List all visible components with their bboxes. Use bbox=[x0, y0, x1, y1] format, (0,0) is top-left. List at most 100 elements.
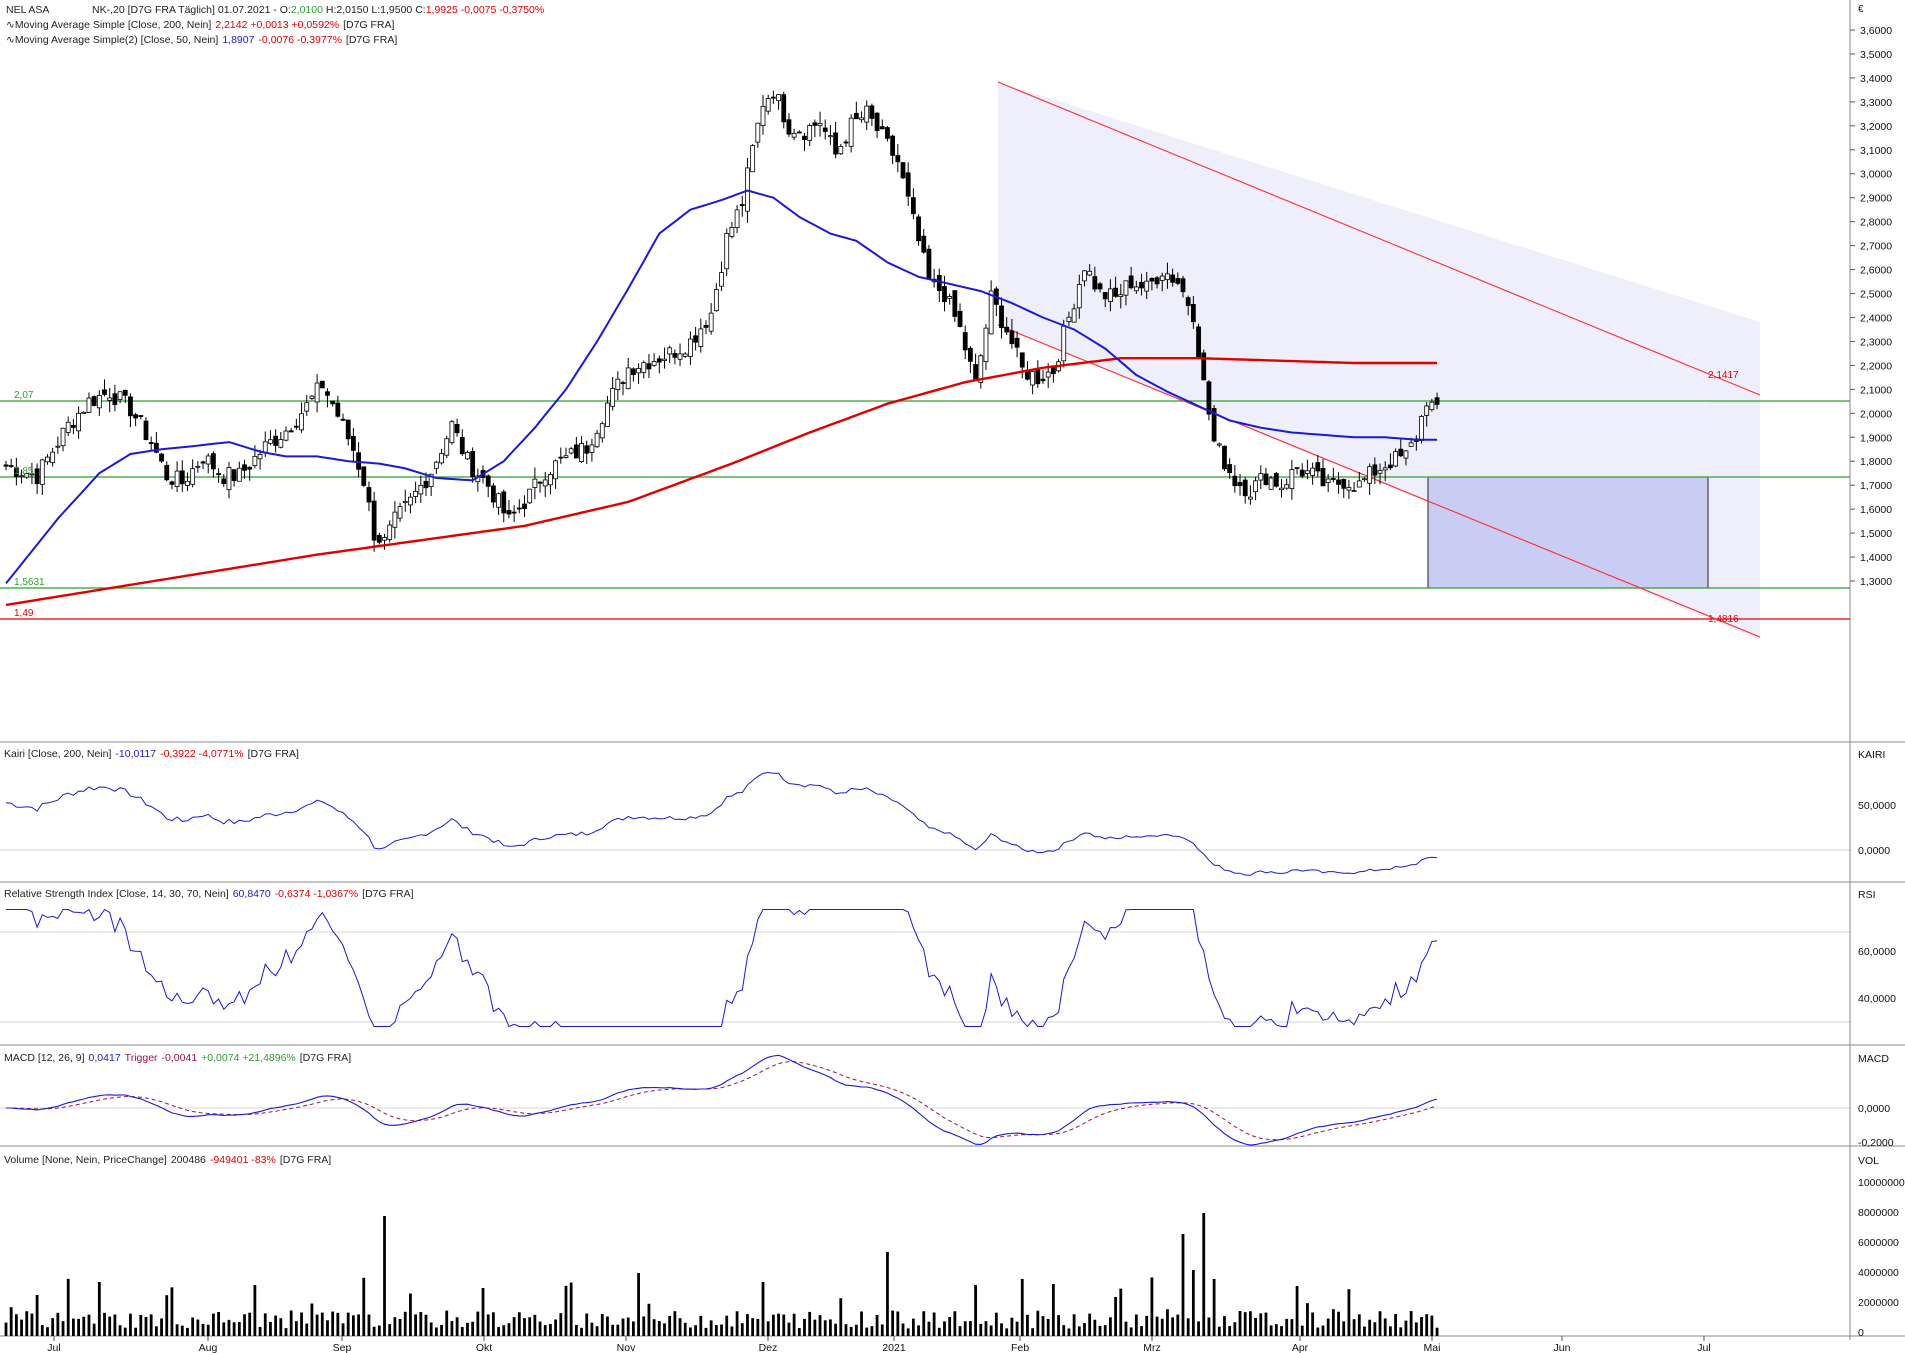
candle-body bbox=[1310, 467, 1316, 476]
volume-bar bbox=[683, 1322, 687, 1336]
candle-body bbox=[102, 389, 107, 395]
price-tick-label: 3,3000 bbox=[1860, 97, 1892, 109]
volume-bar bbox=[621, 1318, 625, 1336]
candle-body bbox=[765, 98, 771, 112]
candle-body bbox=[1320, 467, 1326, 487]
volume-bar bbox=[1191, 1270, 1195, 1336]
kairi-tick-50: 50,0000 bbox=[1858, 800, 1896, 812]
volume-bar bbox=[398, 1318, 402, 1336]
volume-bar bbox=[445, 1310, 449, 1336]
candle-body bbox=[713, 289, 719, 312]
volume-bar bbox=[1373, 1322, 1377, 1336]
candle-body bbox=[522, 503, 527, 509]
price-tick-label: 2,4000 bbox=[1860, 312, 1892, 324]
volume-bar bbox=[1129, 1327, 1133, 1336]
candle-body bbox=[1341, 479, 1347, 489]
candle-body bbox=[900, 162, 906, 179]
candle-body bbox=[366, 487, 372, 503]
month-tick-label: Mrz bbox=[1143, 1342, 1161, 1353]
volume-bar bbox=[1077, 1326, 1081, 1336]
symbol-label: NEL ASA bbox=[6, 4, 49, 16]
candle-body bbox=[319, 380, 325, 389]
candle-body bbox=[942, 286, 947, 303]
volume-bar bbox=[212, 1313, 215, 1336]
candle-body bbox=[45, 456, 50, 463]
volume-bar bbox=[689, 1327, 692, 1336]
volume-bar bbox=[580, 1327, 583, 1336]
candle-body bbox=[1248, 496, 1253, 500]
ma50-legend-head: ∿ bbox=[6, 34, 15, 46]
volume-bar bbox=[424, 1314, 428, 1336]
candle-body bbox=[496, 493, 501, 508]
macd-tick-neg: -0,2000 bbox=[1858, 1137, 1894, 1149]
volume-bar bbox=[419, 1312, 423, 1336]
candle-body bbox=[190, 468, 196, 485]
candle-body bbox=[973, 364, 978, 380]
price-tick-label: 1,9000 bbox=[1860, 432, 1892, 444]
ma200-legend-tag: [D7G FRA] bbox=[343, 19, 394, 31]
quote-close: 1,9925 -0,0075 -0,3750% bbox=[426, 4, 545, 16]
candle-body bbox=[268, 439, 273, 444]
price-tick-label: 3,5000 bbox=[1860, 49, 1892, 61]
volume-bar bbox=[1166, 1309, 1169, 1336]
volume-bar bbox=[1160, 1318, 1164, 1336]
candle-body bbox=[3, 464, 9, 467]
candle-body bbox=[1149, 278, 1155, 282]
candle-body bbox=[252, 455, 258, 466]
volume-bar bbox=[528, 1317, 532, 1336]
volume-bar bbox=[948, 1316, 952, 1336]
volume-bar bbox=[823, 1320, 827, 1336]
volume-bar bbox=[1420, 1317, 1423, 1336]
volume-bar bbox=[611, 1324, 615, 1336]
volume-bar bbox=[626, 1317, 630, 1336]
volume-bar bbox=[969, 1321, 972, 1336]
channel-top-label: 2,1417 bbox=[1708, 370, 1739, 381]
candle-body bbox=[205, 455, 211, 465]
volume-bar bbox=[191, 1317, 195, 1336]
volume-bar bbox=[393, 1317, 397, 1336]
volume-bar bbox=[341, 1323, 345, 1336]
candle-body bbox=[1159, 275, 1165, 281]
volume-bar bbox=[1181, 1234, 1185, 1336]
candle-body bbox=[210, 453, 216, 470]
volume-bar bbox=[1306, 1303, 1309, 1336]
ma200-legend-name: Moving Average Simple [Close, 200, Nein] bbox=[15, 19, 212, 31]
candle-body bbox=[750, 145, 756, 173]
candle-body bbox=[1030, 371, 1036, 386]
channel-lower-line bbox=[997, 324, 1761, 638]
level-1-5631-label: 1,5631 bbox=[14, 577, 45, 588]
price-tick-label: 1,4000 bbox=[1860, 552, 1892, 564]
candle-body bbox=[216, 473, 221, 476]
candle-body bbox=[1097, 283, 1103, 290]
candle-body bbox=[148, 442, 154, 444]
volume-bar bbox=[1295, 1286, 1299, 1336]
volume-bar bbox=[523, 1318, 526, 1336]
candle-body bbox=[1429, 401, 1435, 411]
candle-body bbox=[807, 125, 813, 141]
volume-bar bbox=[134, 1327, 138, 1336]
volume-bar bbox=[590, 1322, 594, 1336]
price-tick-label: 2,0000 bbox=[1860, 408, 1892, 420]
ma50-legend-val: 1,8907 bbox=[222, 34, 254, 46]
volume-bar bbox=[1243, 1312, 1247, 1336]
candle-body bbox=[371, 500, 377, 541]
volume-bar bbox=[144, 1316, 148, 1336]
volume-bar bbox=[958, 1326, 962, 1336]
candle-body bbox=[1367, 466, 1373, 484]
quote-head: NK-,20 [D7G FRA Täglich] 01.07.2021 - O: bbox=[92, 4, 291, 16]
volume-bar bbox=[787, 1322, 791, 1336]
candle-body bbox=[81, 411, 87, 414]
candle-body bbox=[402, 501, 408, 504]
volume-bar bbox=[1274, 1324, 1278, 1336]
volume-bar bbox=[1269, 1325, 1273, 1336]
volume-bar bbox=[1062, 1325, 1066, 1336]
volume-axis-title: VOL bbox=[1858, 1155, 1879, 1167]
candle-body bbox=[693, 335, 699, 343]
volume-bar bbox=[1300, 1325, 1304, 1336]
candle-body bbox=[29, 473, 35, 476]
volume-legend-tag: [D7G FRA] bbox=[280, 1154, 331, 1166]
candle-body bbox=[1092, 276, 1098, 290]
volume-bar bbox=[1347, 1289, 1351, 1336]
candle-body bbox=[791, 133, 797, 138]
volume-bar bbox=[1109, 1317, 1112, 1336]
